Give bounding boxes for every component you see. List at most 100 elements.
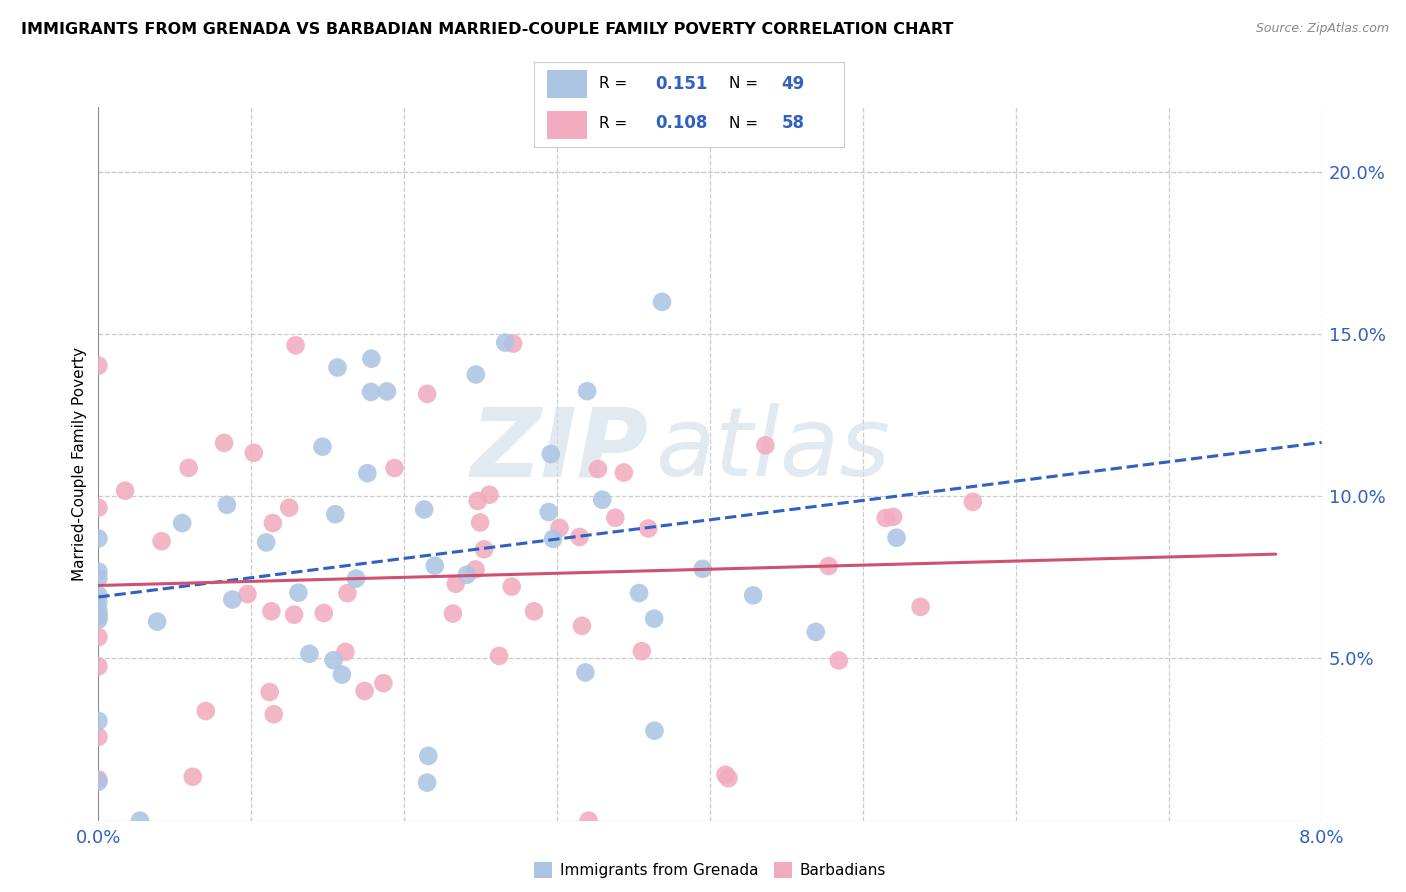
Point	[444, 576, 467, 591]
Point	[643, 723, 665, 738]
Point	[416, 387, 439, 401]
Point	[817, 559, 839, 574]
Point	[312, 606, 335, 620]
Text: ZIP: ZIP	[471, 403, 650, 496]
Point	[628, 586, 651, 600]
Text: R =: R =	[599, 76, 633, 91]
Point	[591, 492, 613, 507]
Point	[172, 516, 194, 530]
Point	[87, 609, 110, 624]
Point	[613, 466, 636, 480]
Point	[882, 509, 904, 524]
Point	[910, 599, 932, 614]
Point	[129, 814, 152, 828]
Point	[87, 772, 110, 787]
Point	[540, 447, 562, 461]
Point	[336, 586, 359, 600]
Point	[194, 704, 217, 718]
Point	[87, 571, 110, 585]
Point	[87, 659, 110, 673]
Point	[875, 511, 897, 525]
Point	[468, 516, 491, 530]
Point	[87, 608, 110, 623]
Point	[215, 498, 238, 512]
Point	[714, 767, 737, 781]
Point	[254, 535, 277, 549]
Point	[605, 510, 627, 524]
Point	[441, 607, 464, 621]
Point	[311, 440, 333, 454]
Point	[287, 585, 309, 599]
Point	[330, 667, 353, 681]
Text: 0.151: 0.151	[655, 75, 707, 93]
Point	[221, 592, 243, 607]
Point	[717, 771, 740, 785]
Point	[260, 604, 283, 618]
Point	[962, 495, 984, 509]
Point	[501, 580, 523, 594]
Point	[335, 645, 357, 659]
FancyBboxPatch shape	[547, 111, 586, 139]
Point	[283, 607, 305, 622]
Point	[630, 644, 652, 658]
Point	[87, 730, 110, 744]
Point	[541, 532, 564, 546]
Point	[263, 707, 285, 722]
Point	[384, 461, 406, 475]
Point	[87, 532, 110, 546]
Point	[643, 612, 665, 626]
Point	[114, 483, 136, 498]
Point	[464, 368, 486, 382]
Point	[87, 500, 110, 515]
Point	[537, 505, 560, 519]
Point	[150, 534, 173, 549]
Text: 49: 49	[782, 75, 806, 93]
Point	[494, 335, 516, 350]
Point	[576, 384, 599, 399]
Point	[87, 630, 110, 644]
Point	[284, 338, 307, 352]
Point	[87, 595, 110, 609]
Point	[692, 562, 714, 576]
Point	[472, 542, 495, 557]
Point	[804, 624, 827, 639]
Point	[243, 446, 266, 460]
Point	[568, 530, 591, 544]
Text: 58: 58	[782, 114, 804, 132]
Point	[651, 294, 673, 309]
Point	[886, 531, 908, 545]
Point	[322, 653, 344, 667]
Point	[323, 507, 346, 521]
Point	[87, 714, 110, 728]
Point	[177, 461, 200, 475]
Point	[467, 494, 489, 508]
Point	[181, 770, 204, 784]
Point	[360, 384, 382, 399]
Text: Source: ZipAtlas.com: Source: ZipAtlas.com	[1256, 22, 1389, 36]
Point	[278, 500, 301, 515]
Text: R =: R =	[599, 116, 633, 131]
Point	[754, 438, 776, 452]
Point	[456, 567, 478, 582]
Point	[416, 775, 439, 789]
Point	[87, 565, 110, 579]
Point	[586, 462, 609, 476]
Point	[574, 665, 596, 680]
Point	[353, 684, 375, 698]
Point	[637, 522, 659, 536]
FancyBboxPatch shape	[547, 70, 586, 98]
Text: N =: N =	[730, 76, 763, 91]
Point	[87, 613, 110, 627]
Point	[502, 336, 524, 351]
Point	[326, 360, 349, 375]
Point	[360, 351, 382, 366]
Legend: Immigrants from Grenada, Barbadians: Immigrants from Grenada, Barbadians	[527, 856, 893, 884]
Point	[87, 359, 110, 373]
Point	[375, 384, 398, 399]
Point	[259, 685, 281, 699]
Point	[212, 436, 235, 450]
Point	[413, 502, 436, 516]
Point	[146, 615, 169, 629]
Point	[828, 653, 851, 667]
Text: atlas: atlas	[655, 403, 890, 496]
